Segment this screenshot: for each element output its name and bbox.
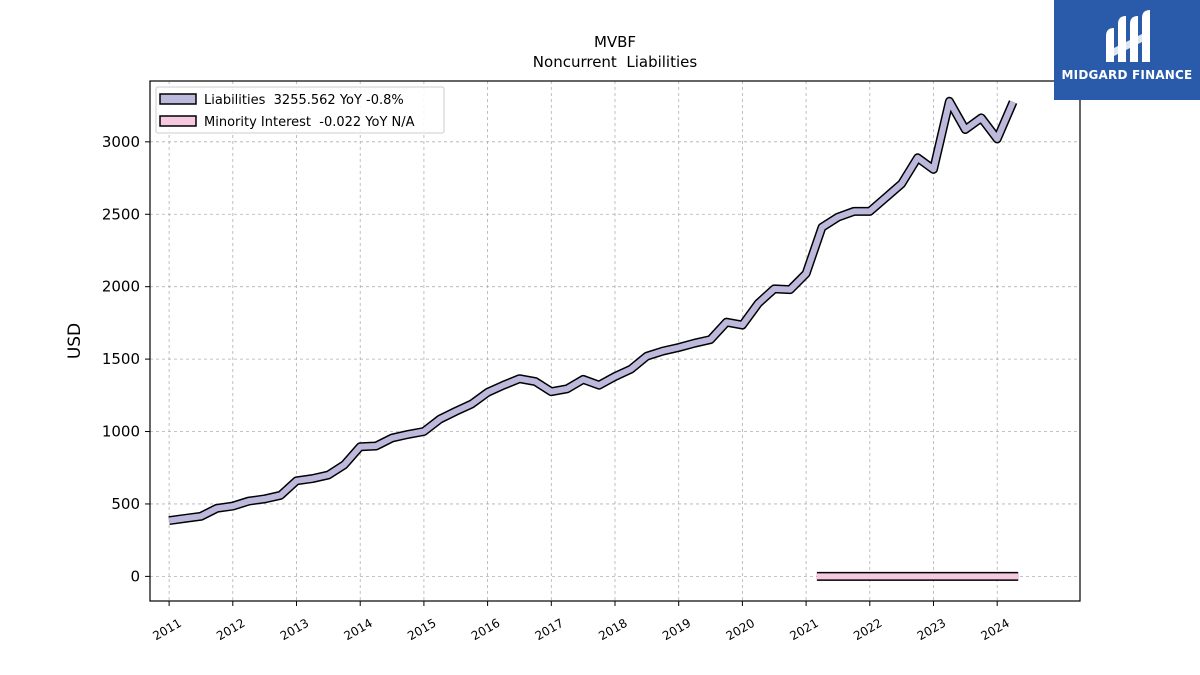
brand-logo-icon — [1106, 10, 1150, 62]
x-tick-label: 2022 — [851, 616, 884, 643]
x-tick-label: 2012 — [214, 616, 247, 643]
y-tick-label: 0 — [130, 567, 140, 585]
y-axis-label: USD — [65, 323, 85, 359]
legend-label-minority-interest: Minority Interest -0.022 YoY N/A — [204, 115, 415, 130]
x-tick-label: 2015 — [405, 616, 438, 643]
x-tick-label: 2018 — [596, 616, 629, 643]
x-tick-label: 2016 — [469, 616, 502, 643]
y-tick-label: 2500 — [102, 205, 140, 223]
x-tick-label: 2023 — [915, 616, 948, 643]
y-tick-label: 500 — [111, 495, 140, 513]
legend-swatch-minority-interest — [159, 115, 197, 127]
brand-logo: MIDGARD FINANCE — [1054, 0, 1200, 100]
legend-label-liabilities: Liabilities 3255.562 YoY -0.8% — [204, 93, 404, 108]
chart-title: MVBF — [594, 33, 636, 51]
x-tick-label: 2014 — [341, 616, 374, 643]
chart-subtitle: Noncurrent Liabilities — [533, 53, 698, 71]
series-outline-liabilities — [168, 96, 1018, 526]
x-tick-label: 2011 — [150, 616, 183, 643]
x-tick-label: 2013 — [278, 616, 311, 643]
y-tick-label: 1000 — [102, 423, 140, 441]
legend: Liabilities 3255.562 YoY -0.8% Minority … — [155, 86, 445, 134]
x-tick-label: 2019 — [660, 616, 693, 643]
x-tick-label: 2021 — [787, 616, 820, 643]
brand-logo-text: MIDGARD FINANCE — [1061, 68, 1193, 82]
grid-lines — [150, 81, 1080, 601]
y-tick-label: 1500 — [102, 350, 140, 368]
x-tick-label: 2020 — [724, 616, 757, 643]
y-tick-label: 2000 — [102, 278, 140, 296]
legend-swatch-liabilities — [159, 93, 197, 105]
series-line-liabilities — [168, 98, 1016, 524]
x-tick-label: 2024 — [978, 616, 1011, 643]
x-tick-label: 2017 — [533, 616, 566, 643]
y-tick-label: 3000 — [102, 133, 140, 151]
legend-box — [155, 86, 445, 134]
series-layer — [168, 96, 1019, 581]
